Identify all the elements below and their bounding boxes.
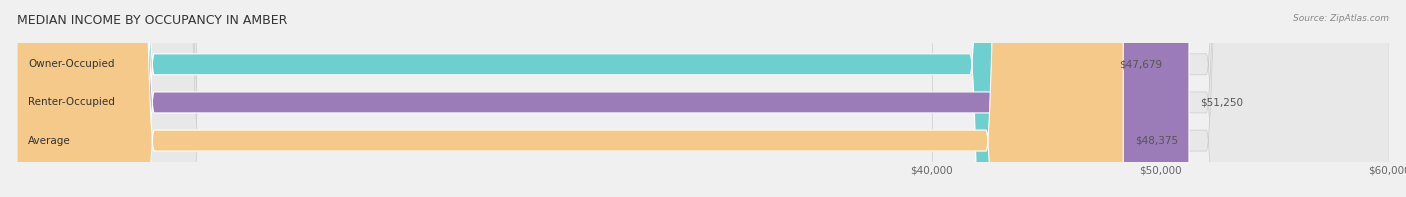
FancyBboxPatch shape <box>17 0 1108 197</box>
FancyBboxPatch shape <box>17 0 1189 197</box>
Text: $47,679: $47,679 <box>1119 59 1161 69</box>
Text: Renter-Occupied: Renter-Occupied <box>28 98 115 107</box>
FancyBboxPatch shape <box>17 0 1389 197</box>
FancyBboxPatch shape <box>17 0 1389 197</box>
FancyBboxPatch shape <box>17 0 1123 197</box>
Text: Owner-Occupied: Owner-Occupied <box>28 59 115 69</box>
Text: $51,250: $51,250 <box>1201 98 1243 107</box>
Text: $48,375: $48,375 <box>1135 136 1178 146</box>
Text: MEDIAN INCOME BY OCCUPANCY IN AMBER: MEDIAN INCOME BY OCCUPANCY IN AMBER <box>17 14 287 27</box>
FancyBboxPatch shape <box>17 0 1389 197</box>
Text: Source: ZipAtlas.com: Source: ZipAtlas.com <box>1294 14 1389 23</box>
Text: Average: Average <box>28 136 72 146</box>
